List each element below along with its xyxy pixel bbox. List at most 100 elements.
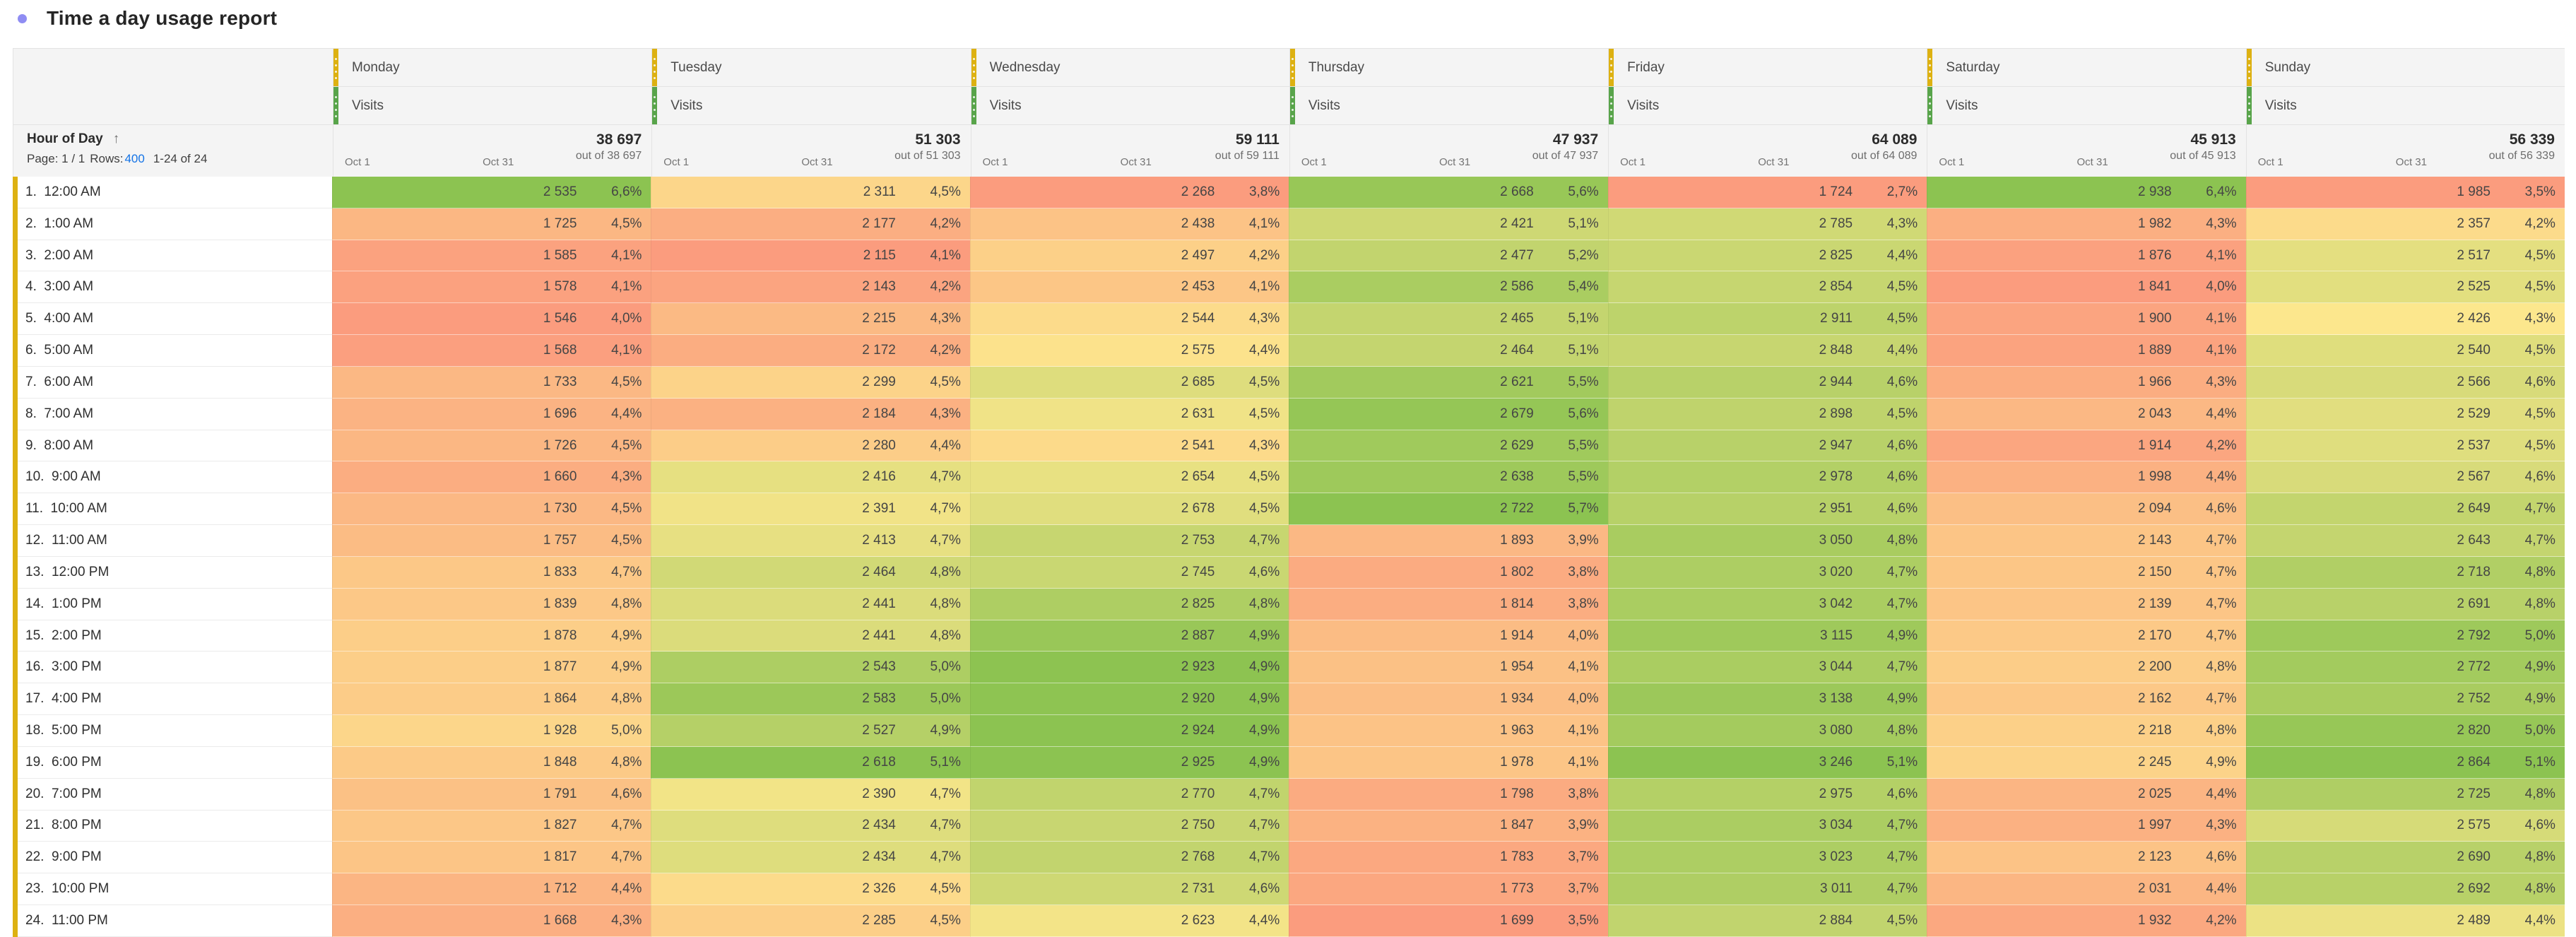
- column-header-sunday[interactable]: Sunday: [2245, 49, 2565, 87]
- heatmap-cell-sunday-6[interactable]: 2 540 4,5%: [2245, 335, 2565, 367]
- heatmap-cell-tuesday-12[interactable]: 2 413 4,7%: [651, 525, 970, 557]
- heatmap-cell-saturday-21[interactable]: 1 997 4,3%: [1927, 810, 2246, 842]
- column-header-thursday[interactable]: Thursday: [1289, 49, 1609, 87]
- row-label[interactable]: 12. 11:00 AM: [13, 525, 332, 557]
- heatmap-cell-friday-23[interactable]: 3 011 4,7%: [1607, 873, 1927, 906]
- heatmap-cell-wednesday-7[interactable]: 2 685 4,5%: [969, 366, 1289, 399]
- heatmap-cell-monday-10[interactable]: 1 660 4,3%: [332, 461, 651, 494]
- heatmap-cell-monday-11[interactable]: 1 730 4,5%: [332, 493, 651, 526]
- heatmap-cell-friday-16[interactable]: 3 044 4,7%: [1607, 652, 1927, 684]
- heatmap-cell-monday-13[interactable]: 1 833 4,7%: [332, 556, 651, 589]
- row-label[interactable]: 15. 2:00 PM: [13, 620, 332, 652]
- heatmap-cell-friday-6[interactable]: 2 848 4,4%: [1607, 335, 1927, 367]
- heatmap-cell-sunday-1[interactable]: 1 985 3,5%: [2245, 177, 2565, 208]
- heatmap-cell-wednesday-17[interactable]: 2 920 4,9%: [969, 683, 1289, 716]
- heatmap-cell-sunday-3[interactable]: 2 517 4,5%: [2245, 240, 2565, 272]
- heatmap-cell-thursday-5[interactable]: 2 465 5,1%: [1289, 303, 1608, 336]
- heatmap-cell-monday-19[interactable]: 1 848 4,8%: [332, 746, 651, 779]
- column-header-saturday[interactable]: Saturday: [1927, 49, 2246, 87]
- heatmap-cell-tuesday-18[interactable]: 2 527 4,9%: [651, 715, 970, 747]
- heatmap-cell-friday-10[interactable]: 2 978 4,6%: [1607, 461, 1927, 494]
- metric-header-monday-visits[interactable]: Visits: [333, 87, 652, 125]
- heatmap-cell-friday-13[interactable]: 3 020 4,7%: [1607, 556, 1927, 589]
- heatmap-cell-tuesday-14[interactable]: 2 441 4,8%: [651, 588, 970, 620]
- row-label[interactable]: 11. 10:00 AM: [13, 493, 332, 526]
- heatmap-cell-tuesday-23[interactable]: 2 326 4,5%: [651, 873, 970, 906]
- heatmap-cell-wednesday-24[interactable]: 2 623 4,4%: [969, 905, 1289, 937]
- heatmap-cell-tuesday-2[interactable]: 2 177 4,2%: [651, 208, 970, 240]
- heatmap-cell-wednesday-6[interactable]: 2 575 4,4%: [969, 335, 1289, 367]
- heatmap-cell-thursday-21[interactable]: 1 847 3,9%: [1289, 810, 1608, 842]
- column-header-friday[interactable]: Friday: [1608, 49, 1927, 87]
- heatmap-cell-tuesday-5[interactable]: 2 215 4,3%: [651, 303, 970, 336]
- heatmap-cell-friday-20[interactable]: 2 975 4,6%: [1607, 778, 1927, 811]
- heatmap-cell-saturday-17[interactable]: 2 162 4,7%: [1927, 683, 2246, 716]
- heatmap-cell-thursday-19[interactable]: 1 978 4,1%: [1289, 746, 1608, 779]
- heatmap-cell-saturday-7[interactable]: 1 966 4,3%: [1927, 366, 2246, 399]
- heatmap-cell-saturday-11[interactable]: 2 094 4,6%: [1927, 493, 2246, 526]
- sort-ascending-icon[interactable]: ↑: [112, 131, 120, 146]
- heatmap-cell-sunday-24[interactable]: 2 489 4,4%: [2245, 905, 2565, 937]
- heatmap-cell-wednesday-3[interactable]: 2 497 4,2%: [969, 240, 1289, 272]
- heatmap-cell-tuesday-22[interactable]: 2 434 4,7%: [651, 842, 970, 874]
- column-header-wednesday[interactable]: Wednesday: [970, 49, 1289, 87]
- heatmap-cell-friday-12[interactable]: 3 050 4,8%: [1607, 525, 1927, 557]
- heatmap-cell-thursday-17[interactable]: 1 934 4,0%: [1289, 683, 1608, 716]
- heatmap-cell-sunday-5[interactable]: 2 426 4,3%: [2245, 303, 2565, 336]
- heatmap-cell-monday-1[interactable]: 2 535 6,6%: [332, 177, 651, 208]
- column-header-tuesday[interactable]: Tuesday: [651, 49, 971, 87]
- heatmap-cell-wednesday-12[interactable]: 2 753 4,7%: [969, 525, 1289, 557]
- heatmap-cell-sunday-17[interactable]: 2 752 4,9%: [2245, 683, 2565, 716]
- metric-header-tuesday-visits[interactable]: Visits: [651, 87, 971, 125]
- heatmap-cell-thursday-12[interactable]: 1 893 3,9%: [1289, 525, 1608, 557]
- heatmap-cell-saturday-14[interactable]: 2 139 4,7%: [1927, 588, 2246, 620]
- heatmap-cell-wednesday-8[interactable]: 2 631 4,5%: [969, 398, 1289, 430]
- heatmap-cell-tuesday-4[interactable]: 2 143 4,2%: [651, 271, 970, 304]
- row-label[interactable]: 7. 6:00 AM: [13, 366, 332, 399]
- row-label[interactable]: 1. 12:00 AM: [13, 177, 332, 208]
- heatmap-cell-saturday-1[interactable]: 2 938 6,4%: [1927, 177, 2246, 208]
- heatmap-cell-thursday-24[interactable]: 1 699 3,5%: [1289, 905, 1608, 937]
- heatmap-cell-thursday-11[interactable]: 2 722 5,7%: [1289, 493, 1608, 526]
- heatmap-cell-monday-17[interactable]: 1 864 4,8%: [332, 683, 651, 716]
- heatmap-cell-tuesday-15[interactable]: 2 441 4,8%: [651, 620, 970, 652]
- heatmap-cell-saturday-12[interactable]: 2 143 4,7%: [1927, 525, 2246, 557]
- row-label[interactable]: 16. 3:00 PM: [13, 652, 332, 684]
- heatmap-cell-monday-24[interactable]: 1 668 4,3%: [332, 905, 651, 937]
- row-label[interactable]: 19. 6:00 PM: [13, 746, 332, 779]
- heatmap-cell-friday-5[interactable]: 2 911 4,5%: [1607, 303, 1927, 336]
- heatmap-cell-friday-15[interactable]: 3 115 4,9%: [1607, 620, 1927, 652]
- heatmap-cell-wednesday-15[interactable]: 2 887 4,9%: [969, 620, 1289, 652]
- heatmap-cell-wednesday-11[interactable]: 2 678 4,5%: [969, 493, 1289, 526]
- heatmap-cell-monday-5[interactable]: 1 546 4,0%: [332, 303, 651, 336]
- heatmap-cell-tuesday-1[interactable]: 2 311 4,5%: [651, 177, 970, 208]
- column-total-tuesday[interactable]: Oct 1 Oct 31 51 303 out of 51 303: [651, 125, 971, 177]
- heatmap-cell-sunday-4[interactable]: 2 525 4,5%: [2245, 271, 2565, 304]
- heatmap-cell-sunday-10[interactable]: 2 567 4,6%: [2245, 461, 2565, 494]
- column-total-monday[interactable]: Oct 1 Oct 31 38 697 out of 38 697: [333, 125, 652, 177]
- column-total-thursday[interactable]: Oct 1 Oct 31 47 937 out of 47 937: [1289, 125, 1609, 177]
- heatmap-cell-thursday-15[interactable]: 1 914 4,0%: [1289, 620, 1608, 652]
- row-label[interactable]: 18. 5:00 PM: [13, 715, 332, 747]
- heatmap-cell-wednesday-22[interactable]: 2 768 4,7%: [969, 842, 1289, 874]
- heatmap-cell-saturday-13[interactable]: 2 150 4,7%: [1927, 556, 2246, 589]
- row-label[interactable]: 14. 1:00 PM: [13, 588, 332, 620]
- row-label[interactable]: 3. 2:00 AM: [13, 240, 332, 272]
- heatmap-cell-saturday-15[interactable]: 2 170 4,7%: [1927, 620, 2246, 652]
- row-label[interactable]: 23. 10:00 PM: [13, 873, 332, 906]
- row-label[interactable]: 21. 8:00 PM: [13, 810, 332, 842]
- heatmap-cell-thursday-23[interactable]: 1 773 3,7%: [1289, 873, 1608, 906]
- heatmap-cell-saturday-24[interactable]: 1 932 4,2%: [1927, 905, 2246, 937]
- heatmap-cell-wednesday-1[interactable]: 2 268 3,8%: [969, 177, 1289, 208]
- heatmap-cell-tuesday-19[interactable]: 2 618 5,1%: [651, 746, 970, 779]
- row-label[interactable]: 6. 5:00 AM: [13, 335, 332, 367]
- row-label[interactable]: 22. 9:00 PM: [13, 842, 332, 874]
- column-total-saturday[interactable]: Oct 1 Oct 31 45 913 out of 45 913: [1927, 125, 2246, 177]
- rows-per-page-value[interactable]: 400: [124, 152, 145, 165]
- heatmap-cell-wednesday-5[interactable]: 2 544 4,3%: [969, 303, 1289, 336]
- heatmap-cell-tuesday-20[interactable]: 2 390 4,7%: [651, 778, 970, 811]
- column-header-monday[interactable]: Monday: [333, 49, 652, 87]
- heatmap-cell-wednesday-2[interactable]: 2 438 4,1%: [969, 208, 1289, 240]
- heatmap-cell-monday-12[interactable]: 1 757 4,5%: [332, 525, 651, 557]
- heatmap-cell-wednesday-4[interactable]: 2 453 4,1%: [969, 271, 1289, 304]
